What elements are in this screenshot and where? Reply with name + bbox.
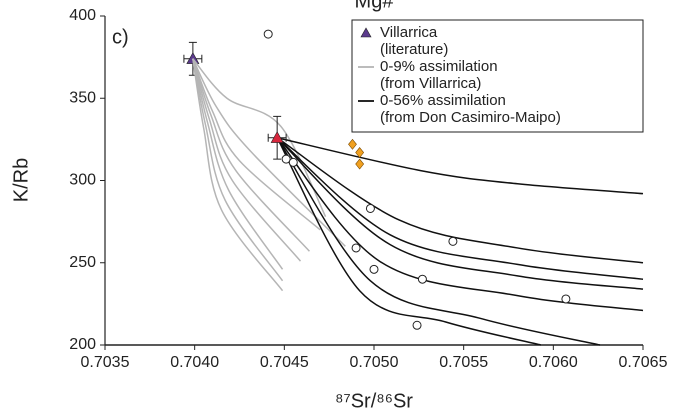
sample-point	[365, 203, 375, 213]
sample-point	[561, 294, 571, 304]
legend-label: 0-9% assimilation (from Villarrica)	[380, 58, 498, 92]
assimilation-curve	[276, 137, 644, 312]
legend-label: 0-56% assimilation (from Don Casimiro-Mai…	[380, 92, 561, 126]
assimilation-curve	[192, 58, 346, 247]
diamond-marker	[348, 138, 357, 150]
assimilation-curve	[192, 58, 284, 282]
x-tick-label: 0.7045	[260, 354, 309, 371]
assimilation-curve	[276, 137, 601, 346]
sample-point	[369, 264, 379, 274]
sample-point	[288, 157, 298, 167]
sample-point	[412, 320, 422, 330]
x-tick-label: 0.7040	[170, 354, 219, 371]
assimilation-curve	[276, 137, 541, 346]
x-axis-title: ⁸⁷Sr/⁸⁶Sr	[335, 390, 413, 412]
assimilation-curve	[276, 137, 644, 290]
panel-label: c)	[112, 26, 129, 48]
sample-point	[351, 243, 361, 253]
assimilation-curve	[192, 58, 284, 270]
x-tick-label: 0.7055	[439, 354, 488, 371]
sample-point	[281, 154, 291, 164]
assimilation-curve	[192, 58, 327, 218]
x-tick-label: 0.7050	[350, 354, 399, 371]
y-tick-label: 350	[69, 89, 96, 106]
assimilation-curve	[276, 136, 644, 195]
sample-point	[417, 274, 427, 284]
diamond-marker	[355, 158, 365, 170]
chart-title: Mg#	[355, 0, 395, 12]
assimilation-curve	[192, 58, 302, 262]
legend-marker	[360, 27, 372, 38]
assimilation-curve	[276, 137, 644, 264]
x-tick-label: 0.7060	[529, 354, 578, 371]
assimilation-curve	[276, 137, 644, 280]
y-tick-label: 400	[69, 7, 96, 24]
assimilation-curve	[192, 58, 284, 292]
assimilation-curve	[192, 58, 321, 231]
x-tick-label: 0.7065	[619, 354, 668, 371]
y-axis-title: K/Rb	[10, 158, 32, 202]
triangle-marker	[270, 131, 284, 143]
legend-box	[351, 19, 644, 133]
y-tick-label: 300	[69, 172, 96, 189]
legend-label: Villarrica (literature)	[380, 24, 448, 58]
x-tick-label: 0.7035	[81, 354, 130, 371]
sample-point	[448, 236, 458, 246]
diamond-marker	[355, 147, 365, 159]
y-tick-label: 200	[69, 336, 96, 353]
sample-point	[263, 29, 273, 39]
y-tick-label: 250	[69, 254, 96, 271]
assimilation-curve	[192, 58, 310, 252]
